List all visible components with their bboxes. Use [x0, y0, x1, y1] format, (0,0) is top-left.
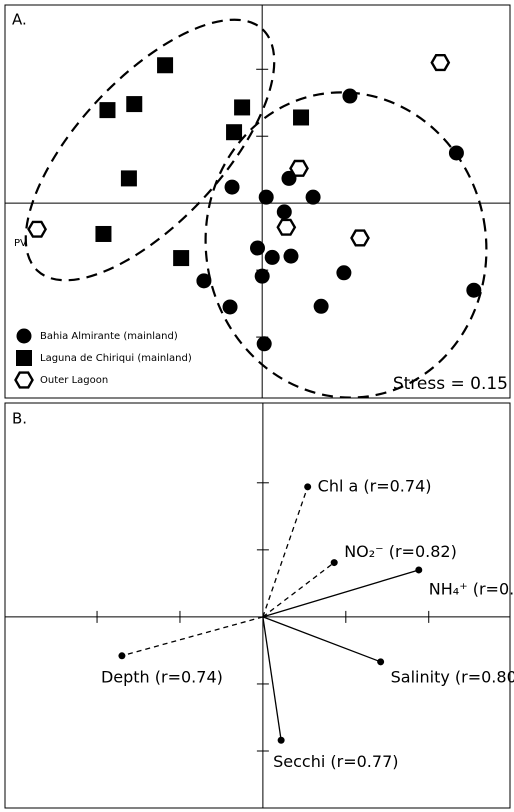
point	[281, 170, 297, 186]
vector-label: Depth (r=0.74)	[101, 667, 223, 686]
point	[258, 189, 274, 205]
point	[293, 109, 310, 126]
point	[250, 240, 265, 256]
vector-line	[262, 569, 419, 618]
vector-label: Salinity (r=0.80)	[391, 667, 514, 686]
vector-label: NO₂⁻ (r=0.82)	[344, 542, 457, 561]
point	[276, 204, 292, 220]
point	[466, 282, 482, 298]
point	[254, 268, 270, 284]
panel-b-title: B.	[12, 410, 27, 428]
panel-b-frame	[4, 402, 511, 809]
point	[224, 179, 240, 195]
panel-a-title: A.	[12, 11, 27, 29]
point	[157, 57, 174, 74]
point	[126, 96, 143, 113]
point	[350, 229, 370, 247]
point	[95, 225, 112, 242]
vector-line	[121, 616, 264, 657]
point	[448, 145, 464, 161]
point	[342, 88, 358, 104]
point	[222, 299, 238, 315]
panel-a-frame	[4, 4, 511, 399]
point	[226, 124, 243, 141]
vector-end	[330, 559, 338, 567]
vector-label: NH₄⁺ (r=0.71)	[429, 579, 514, 598]
legend-symbol	[16, 350, 32, 366]
point	[276, 218, 297, 236]
point	[99, 102, 116, 119]
vector-label: Chl a (r=0.74)	[318, 476, 432, 495]
legend-label: Bahia Almirante (mainland)	[40, 331, 178, 342]
point	[336, 265, 352, 281]
vector-label: Secchi (r=0.77)	[273, 752, 398, 771]
point	[256, 336, 272, 352]
point	[430, 54, 451, 72]
vector-end	[118, 652, 126, 660]
legend-symbol	[14, 371, 34, 389]
point	[305, 189, 321, 205]
vector-end	[277, 736, 285, 744]
vector-end	[304, 483, 312, 491]
point	[283, 248, 299, 264]
vector-line	[262, 486, 309, 618]
vector-end	[415, 566, 423, 574]
point	[313, 298, 329, 314]
legend-symbol	[16, 328, 32, 344]
point	[196, 273, 212, 289]
vector-line	[262, 616, 282, 741]
ellipse-bahia	[204, 91, 488, 398]
point	[173, 250, 190, 267]
point	[264, 249, 280, 265]
legend-label: Outer Lagoon	[40, 375, 108, 386]
stress-label: Stress = 0.15	[393, 374, 508, 394]
point	[234, 99, 251, 116]
legend-label: Laguna de Chiriqui (mainland)	[40, 353, 192, 364]
point	[120, 170, 137, 187]
point	[27, 220, 47, 238]
point	[289, 159, 309, 177]
vector-line	[262, 562, 335, 618]
vector-end	[377, 658, 385, 666]
annotation: PV	[14, 238, 27, 249]
vector-line	[262, 616, 381, 663]
